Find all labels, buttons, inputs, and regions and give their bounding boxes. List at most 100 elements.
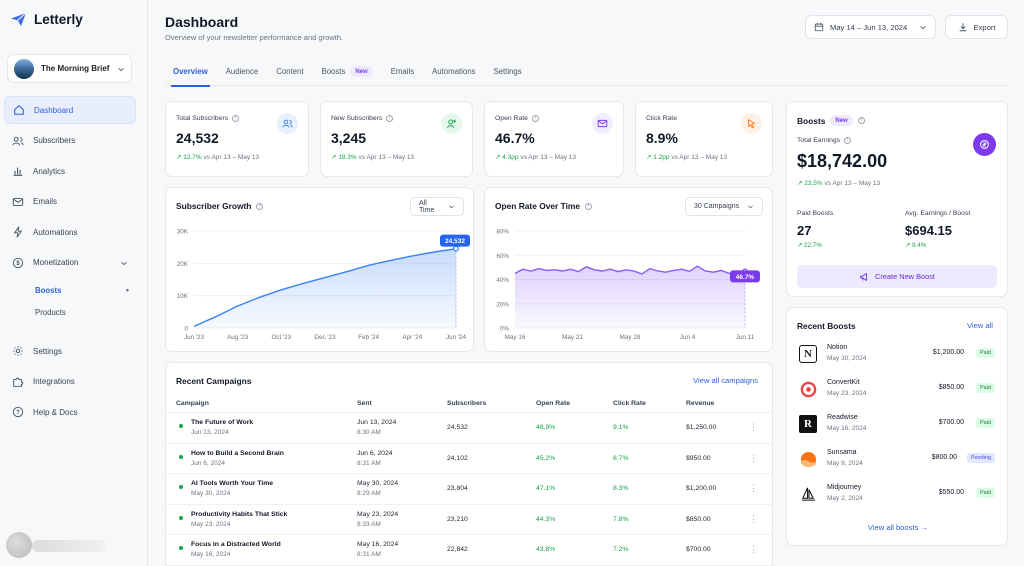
list-item[interactable]: N Notion May 30, 2024 $1,200.00 Paid (787, 339, 999, 374)
x-tick-label: May 28 (620, 334, 641, 341)
series-area (515, 266, 745, 328)
info-icon[interactable]: i (386, 115, 394, 122)
sidebar-item-label: Help & Docs (33, 407, 78, 417)
avg-earnings-delta: ↗ 9.4% (905, 242, 926, 249)
info-icon[interactable]: i (857, 117, 865, 124)
avatar[interactable] (6, 532, 32, 558)
tab-boosts[interactable]: Boosts New (314, 61, 383, 85)
tab-content[interactable]: Content (268, 62, 313, 86)
table-row[interactable]: The Future of Work Jun 13, 2024 Jun 13, … (166, 413, 772, 444)
cursor-icon (741, 113, 762, 134)
trend-up-icon: ↗ (176, 154, 184, 161)
revenue-cell: $950.00 (686, 454, 711, 462)
sidebar-item-monetization[interactable]: $ Monetization (4, 249, 136, 277)
boost-name: Midjourney (827, 484, 862, 491)
more-icon[interactable]: ⋮ (749, 422, 758, 432)
info-icon[interactable]: i (844, 137, 852, 144)
export-button[interactable]: Export (945, 15, 1008, 39)
workspace-switcher[interactable]: The Morning Brief (7, 54, 132, 83)
view-all-campaigns-link[interactable]: View all campaigns (693, 376, 758, 385)
value-callout: 24,532 (445, 238, 465, 245)
x-tick-label: Jun 4 (680, 334, 696, 341)
chevron-down-icon (748, 205, 753, 209)
user-plus-icon (441, 113, 462, 134)
stat-delta-value: 18.3% (338, 154, 357, 161)
sidebar-item-integrations[interactable]: Integrations (4, 368, 136, 396)
create-boost-button[interactable]: Create New Boost (797, 265, 997, 288)
main-content: Dashboard Overview of your newsletter pe… (149, 0, 1024, 566)
stat-label-wrap: Open Rate i (495, 115, 539, 122)
info-icon[interactable]: i (232, 115, 240, 122)
sent-date: May 30, 2024 (357, 480, 399, 487)
date-range-picker[interactable]: May 14 – Jun 13, 2024 (805, 15, 936, 39)
sidebar-item-automations[interactable]: Automations (4, 218, 136, 246)
time-range-select[interactable]: All Time (410, 197, 464, 216)
stat-card-click-rate: Click Rate 8.9% ↗ 1.2pp vs Apr 13 – May … (635, 101, 773, 177)
revenue-cell: $850.00 (686, 515, 711, 523)
more-icon[interactable]: ⋮ (749, 452, 758, 463)
table-row[interactable]: Focus in a Distracted World May 16, 2024… (166, 535, 772, 566)
sidebar-item-settings[interactable]: Settings (4, 337, 136, 365)
info-icon[interactable]: i (585, 202, 593, 210)
app-logo[interactable]: Letterly (10, 12, 83, 27)
card-title: Recent Boosts (797, 321, 856, 331)
column-header: Revenue (686, 400, 715, 407)
list-item[interactable]: R Readwise May 16, 2024 $700.00 Paid (787, 409, 999, 444)
y-tick-label: 10K (177, 293, 189, 300)
sidebar-subitem-label: Products (35, 307, 66, 317)
tab-automations[interactable]: Automations (424, 62, 485, 86)
open-rate-cell: 48.9% (536, 424, 556, 431)
boost-date: May 9, 2024 (827, 460, 863, 467)
midjourney-logo-icon (799, 485, 817, 503)
bar-chart-icon (13, 167, 23, 176)
list-item[interactable]: Midjourney May 2, 2024 $550.00 Paid (787, 479, 999, 514)
sidebar-subitem-boosts[interactable]: Boosts • (4, 279, 136, 301)
campaign-date: Jun 6, 2024 (191, 459, 225, 467)
view-all-boosts-link[interactable]: View all (966, 321, 993, 330)
table-row[interactable]: Productivity Habits That Stick May 23, 2… (166, 505, 772, 535)
stat-card-open-rate: Open Rate i 46.7% ↗ 4.3pp vs Apr 13 – May… (484, 101, 624, 177)
recent-boosts-card: Recent Boosts View all N Notion May 30, … (786, 307, 1008, 546)
avg-earnings-value: $694.15 (905, 223, 952, 238)
tab-emails[interactable]: Emails (383, 62, 424, 86)
stat-label: Open Rate (495, 115, 528, 122)
page-subtitle: Overview of your newsletter performance … (165, 33, 343, 42)
click-rate-cell: 7.2% (613, 546, 629, 553)
lightning-icon (14, 226, 22, 238)
table-row[interactable]: How to Build a Second Brain Jun 6, 2024 … (166, 444, 772, 474)
tab-overview[interactable]: Overview (165, 62, 218, 87)
tab-settings[interactable]: Settings (485, 62, 531, 86)
sidebar-item-dashboard[interactable]: Dashboard (4, 96, 136, 124)
more-icon[interactable]: ⋮ (749, 544, 758, 554)
more-icon[interactable]: ⋮ (749, 483, 758, 493)
list-item[interactable]: ConvertKit May 23, 2024 $850.00 Paid (787, 374, 999, 409)
delta-compare: vs Apr 13 – May 13 (824, 180, 881, 187)
sidebar-item-subscribers[interactable]: Subscribers (4, 127, 136, 155)
more-icon[interactable]: ⋮ (749, 513, 758, 524)
stat-delta: ↗ 4.3pp vs Apr 13 – May 13 (495, 153, 576, 161)
campaign-count-select[interactable]: 30 Campaigns (685, 197, 763, 216)
x-tick-label: Jun 11 (736, 334, 755, 341)
stat-label: Click Rate (646, 115, 677, 122)
sent-date: May 23, 2024 (357, 510, 399, 518)
sidebar-item-help[interactable]: ? Help & Docs (4, 398, 136, 426)
sidebar-nav: Dashboard Subscribers Analytics Emails A… (4, 96, 136, 429)
sidebar-subitem-products[interactable]: Products (4, 301, 136, 323)
sidebar: Letterly The Morning Brief Dashboard Sub… (0, 0, 148, 566)
mail-icon (12, 197, 24, 206)
boost-name: Sunsama (827, 449, 857, 456)
sidebar-item-analytics[interactable]: Analytics (4, 157, 136, 185)
value-callout-bg (440, 234, 470, 247)
sidebar-item-label: Settings (33, 346, 62, 356)
sidebar-item-emails[interactable]: Emails (4, 188, 136, 216)
table-row[interactable]: AI Tools Worth Your Time May 30, 2024 Ma… (166, 474, 772, 505)
y-tick-label: 20% (496, 301, 509, 308)
info-icon[interactable]: i (531, 115, 539, 122)
view-all-boosts-footer-link[interactable]: View all boosts → (867, 523, 929, 532)
info-icon[interactable]: i (256, 202, 264, 210)
sent-time: 8:30 AM (357, 429, 381, 436)
users-icon (277, 113, 298, 134)
sunsama-logo-icon (799, 450, 817, 468)
tab-audience[interactable]: Audience (218, 62, 269, 86)
list-item[interactable]: Sunsama May 9, 2024 $800.00 Pending (787, 444, 999, 479)
